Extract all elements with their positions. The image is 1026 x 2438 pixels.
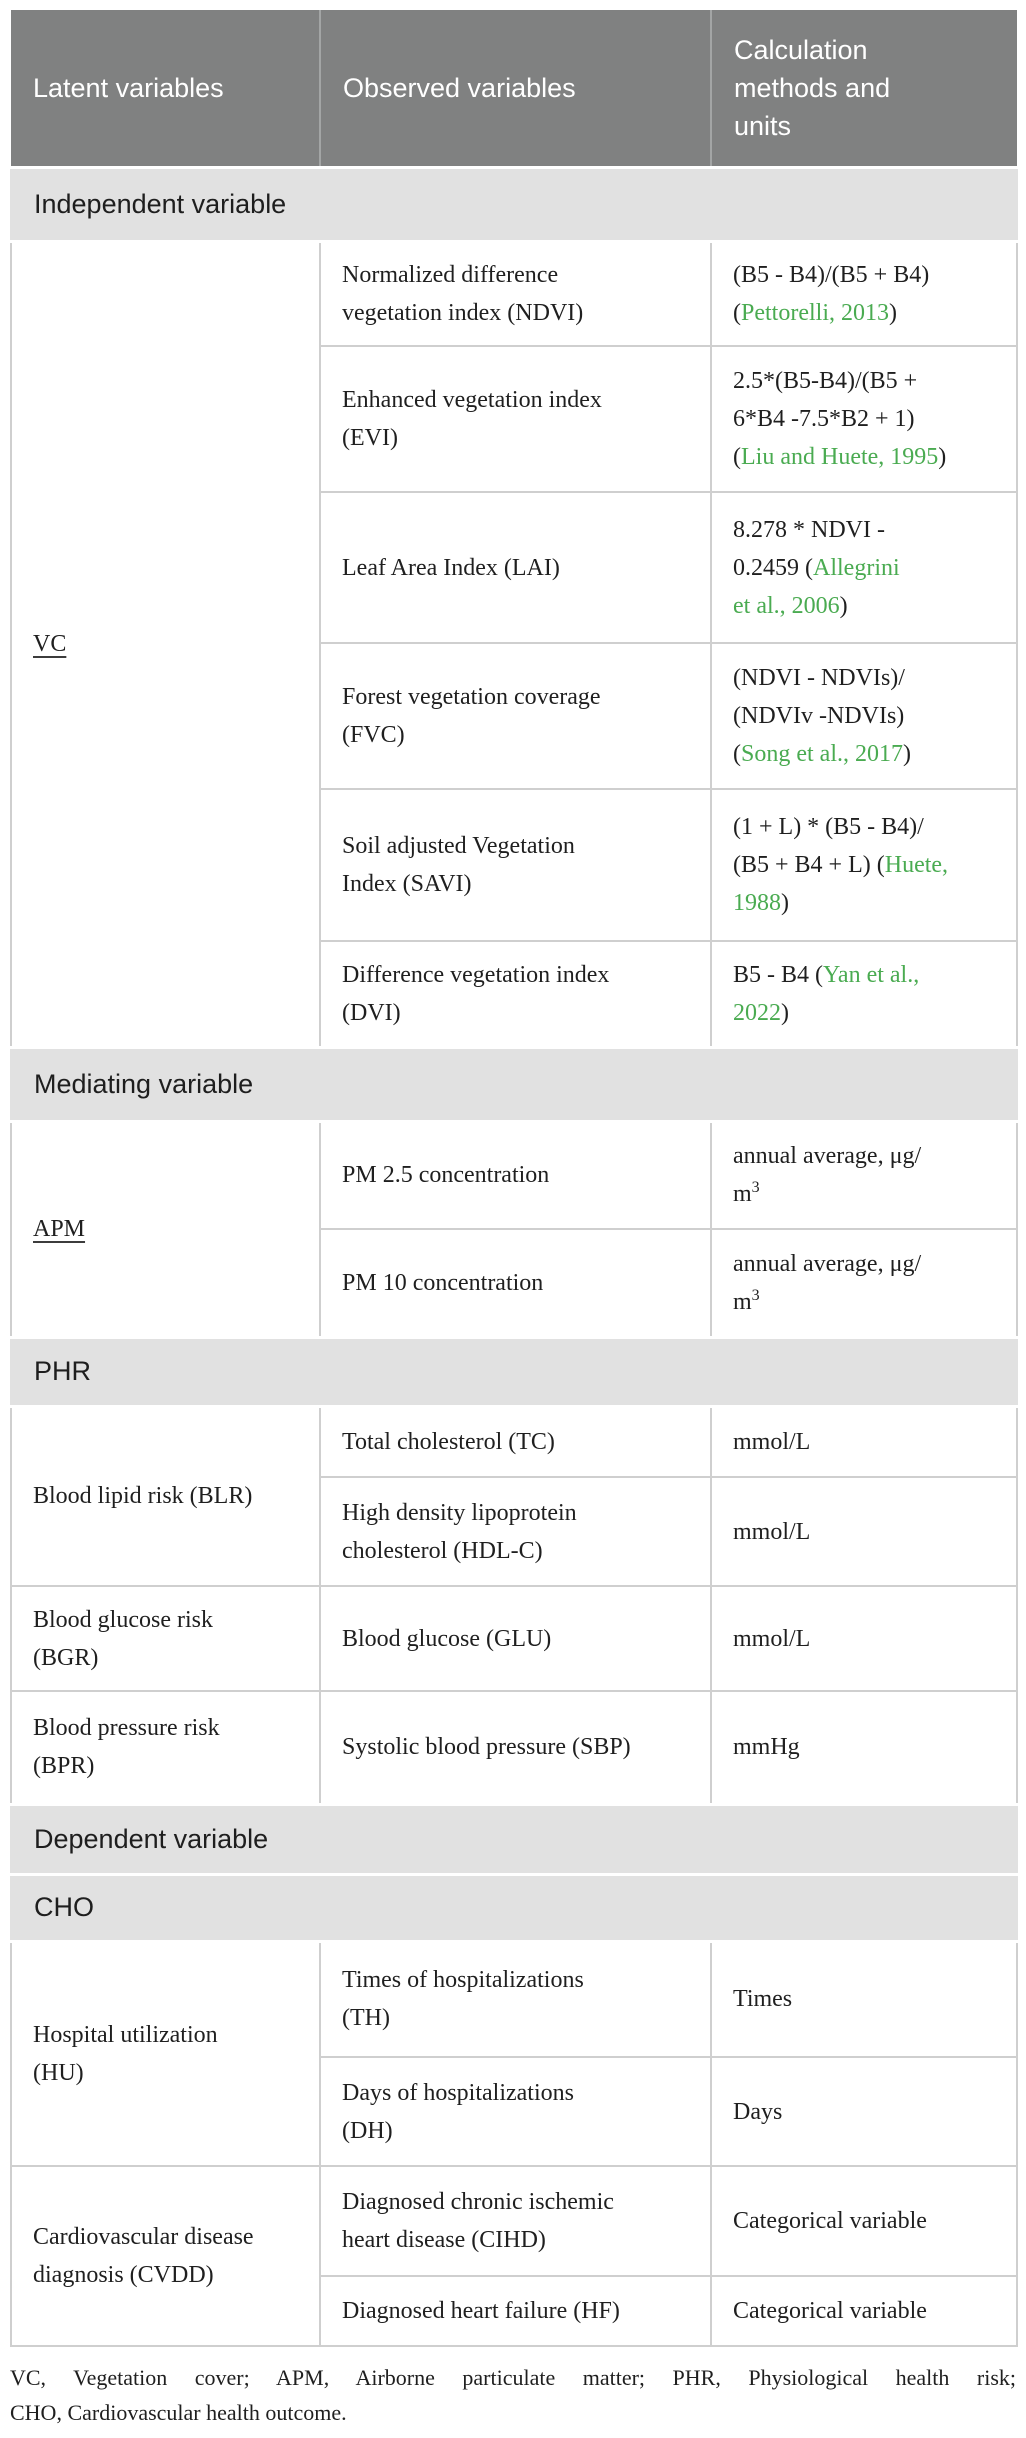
cell-observed-dh: Days of hospitalizations (DH)	[319, 2056, 712, 2167]
latent-abbr-vc: VC	[33, 631, 67, 657]
citation-link-pettorelli-2013[interactable]: Pettorelli, 2013	[741, 299, 889, 326]
header-observed-variables: Observed variables	[319, 10, 711, 167]
cell-observed-ndvi: Normalized difference vegetation index (…	[319, 240, 712, 347]
cell-observed-lai: Leaf Area Index (LAI)	[319, 491, 712, 644]
citation-link-song-2017[interactable]: Song et al., 2017	[741, 741, 903, 767]
cell-observed-pm10: PM 10 concentration	[319, 1228, 712, 1338]
table-row: Blood lipid risk (BLR) Total cholesterol…	[10, 1405, 1018, 1587]
table-row: PM 10 concentration annual average, μg/ …	[11, 1228, 1018, 1338]
cell-observed-savi: Soil adjusted Vegetation Index (SAVI)	[319, 788, 712, 942]
cell-calc-cihd: Categorical variable	[710, 2165, 1018, 2277]
cell-calc-pm25: annual average, μg/ m3	[710, 1120, 1018, 1230]
cell-latent-bgr: Blood glucose risk (BGR)	[10, 1585, 321, 1692]
citation-link-allegrini-2006[interactable]: Allegrini et al., 2006	[733, 554, 900, 619]
header-label: Latent variables	[33, 72, 224, 103]
cell-calc-evi: 2.5*(B5-B4)/(B5 + 6*B4 -7.5*B2 + 1) (Liu…	[710, 345, 1018, 493]
cell-latent-blr: Blood lipid risk (BLR)	[10, 1405, 321, 1587]
section-label-mediating-variable: Mediating variable	[10, 1045, 1018, 1123]
cell-calc-savi: (1 + L) * (B5 - B4)/ (B5 + B4 + L) (Huet…	[710, 788, 1018, 942]
cell-latent-hu: Hospital utilization (HU)	[10, 1940, 321, 2167]
cell-latent-bpr: Blood pressure risk (BPR)	[10, 1690, 321, 1805]
citation-link-huete-1988[interactable]: Huete, 1988	[733, 852, 949, 916]
cell-calc-dh: Days	[710, 2056, 1018, 2167]
table-row: VC Normalized difference vegetation inde…	[10, 240, 1018, 1048]
header-calculation-methods: Calculation methods and units	[710, 10, 1017, 167]
cell-observed-hdlc: High density lipoprotein cholesterol (HD…	[319, 1476, 712, 1587]
cell-calc-hf: Categorical variable	[710, 2275, 1018, 2347]
table-row: Cardiovascular disease diagnosis (CVDD) …	[10, 2165, 1018, 2347]
header-label: Observed variables	[343, 72, 576, 103]
cell-latent-vc: VC	[10, 240, 321, 1048]
table-row: Leaf Area Index (LAI) 8.278 * NDVI - 0.2…	[11, 491, 1018, 644]
cell-calc-sbp: mmHg	[710, 1690, 1018, 1805]
header-label: Calculation methods and units	[734, 34, 891, 141]
citation-link-yan-2022[interactable]: Yan et al., 2022	[733, 961, 920, 1026]
table-row: Hospital utilization (HU) Times of hospi…	[10, 1940, 1018, 2167]
cell-calc-th: Times	[710, 1940, 1018, 2058]
footnote-line-2: CHO, Cardiovascular health outcome.	[10, 2400, 347, 2425]
section-label-independent-variable: Independent variable	[10, 165, 1018, 243]
table-row: Days of hospitalizations (DH) Days	[11, 2056, 1018, 2167]
variables-table: Latent variables Observed variables Calc…	[10, 10, 1018, 2347]
table-row: Blood glucose risk (BGR) Blood glucose (…	[10, 1585, 1018, 1692]
cell-latent-cvdd: Cardiovascular disease diagnosis (CVDD)	[10, 2165, 321, 2347]
cell-observed-evi: Enhanced vegetation index (EVI)	[319, 345, 712, 493]
cell-calc-ndvi: (B5 - B4)/(B5 + B4) (Pettorelli, 2013)	[710, 240, 1018, 347]
table-row: Forest vegetation coverage (FVC) (NDVI -…	[11, 642, 1018, 790]
superscript: 3	[751, 1179, 760, 1197]
cell-observed-th: Times of hospitalizations (TH)	[319, 1940, 712, 2058]
table-row: High density lipoprotein cholesterol (HD…	[11, 1476, 1018, 1587]
table-row: Enhanced vegetation index (EVI) 2.5*(B5-…	[11, 345, 1018, 493]
section-label-phr: PHR	[10, 1335, 1018, 1408]
section-row-independent: Independent variable	[10, 165, 1018, 243]
cell-calc-lai: 8.278 * NDVI - 0.2459 (Allegrini et al.,…	[710, 491, 1018, 644]
latent-abbr-apm: APM	[33, 1216, 86, 1242]
section-row-phr: PHR	[10, 1335, 1018, 1408]
table-footnote: VC, Vegetation cover; APM, Airborne part…	[10, 2360, 1016, 2438]
cell-observed-glu: Blood glucose (GLU)	[319, 1585, 712, 1692]
cell-calc-fvc: (NDVI - NDVIs)/ (NDVIv -NDVIs) (Song et …	[710, 642, 1018, 790]
footnote-line-1: VC, Vegetation cover; APM, Airborne part…	[10, 2365, 1016, 2390]
table-row: Soil adjusted Vegetation Index (SAVI) (1…	[11, 788, 1018, 942]
cell-observed-pm25: PM 2.5 concentration	[319, 1120, 712, 1230]
cell-calc-pm10: annual average, μg/ m3	[710, 1228, 1018, 1338]
cell-calc-hdlc: mmol/L	[710, 1476, 1018, 1587]
cell-observed-fvc: Forest vegetation coverage (FVC)	[319, 642, 712, 790]
table-row: Blood pressure risk (BPR) Systolic blood…	[10, 1690, 1018, 1805]
cell-latent-apm: APM	[10, 1120, 321, 1338]
table-row: APM PM 2.5 concentration annual average,…	[10, 1120, 1018, 1338]
cell-calc-glu: mmol/L	[710, 1585, 1018, 1692]
cell-observed-cihd: Diagnosed chronic ischemic heart disease…	[319, 2165, 712, 2277]
superscript: 3	[751, 1286, 760, 1304]
section-row-mediating: Mediating variable	[10, 1045, 1018, 1123]
section-label-cho: CHO	[10, 1872, 1018, 1943]
cell-calc-tc: mmol/L	[710, 1405, 1018, 1478]
table-row: Difference vegetation index (DVI) B5 - B…	[11, 940, 1018, 1048]
table-row: Diagnosed heart failure (HF) Categorical…	[11, 2275, 1018, 2347]
section-label-dependent-variable: Dependent variable	[10, 1802, 1018, 1876]
cell-observed-dvi: Difference vegetation index (DVI)	[319, 940, 712, 1048]
header-latent-variables: Latent variables	[11, 10, 320, 167]
cell-observed-tc: Total cholesterol (TC)	[319, 1405, 712, 1478]
cell-observed-sbp: Systolic blood pressure (SBP)	[319, 1690, 712, 1805]
cell-calc-dvi: B5 - B4 (Yan et al., 2022)	[710, 940, 1018, 1048]
section-row-dependent: Dependent variable	[10, 1802, 1018, 1876]
cell-observed-hf: Diagnosed heart failure (HF)	[319, 2275, 712, 2347]
header-row: Latent variables Observed variables Calc…	[11, 10, 1017, 167]
section-row-cho: CHO	[10, 1872, 1018, 1943]
citation-link-liu-huete-1995[interactable]: Liu and Huete, 1995	[741, 444, 939, 470]
